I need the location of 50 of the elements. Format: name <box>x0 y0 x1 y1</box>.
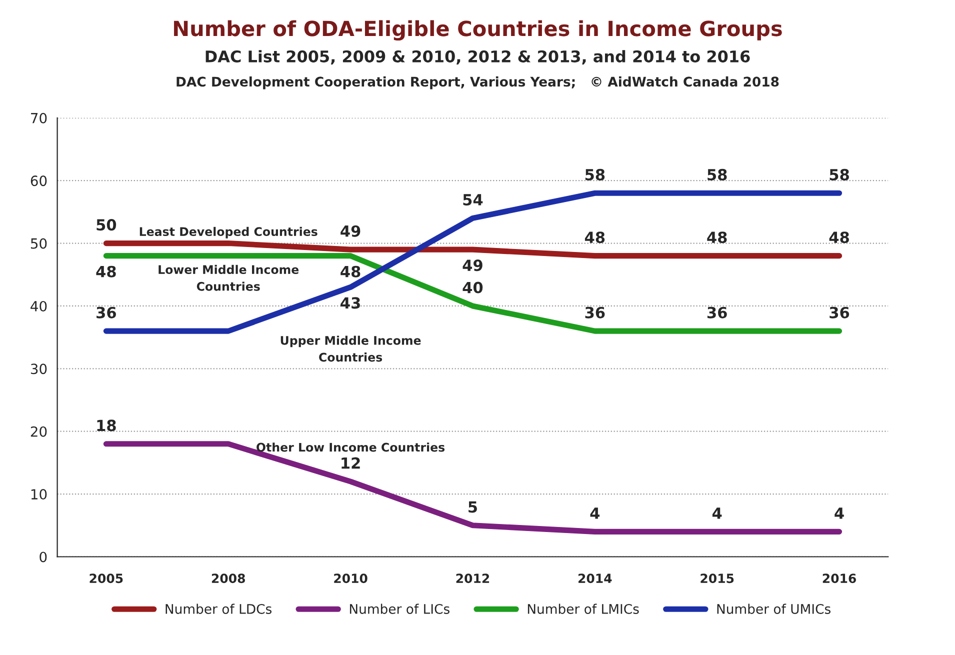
data-label: 48 <box>340 266 360 278</box>
x-tick-label: 2016 <box>822 574 856 584</box>
y-tick-label: 20 <box>30 426 47 437</box>
text: DAC Development Cooperation Report, Various Years; © AidWatch Canada 2018 <box>176 76 779 90</box>
data-label: 40 <box>462 282 483 294</box>
data-label: 58 <box>708 168 727 180</box>
x-tick-label: 2010 <box>334 574 368 584</box>
data-label: 49 <box>462 260 482 272</box>
data-label: 4 <box>834 508 844 519</box>
data-label: 36 <box>830 306 850 318</box>
data-label: 48 <box>707 232 727 244</box>
data-label: 58 <box>830 168 849 180</box>
x-tick-label: 2015 <box>700 574 734 584</box>
y-tick-label: 50 <box>30 238 47 249</box>
data-label: 58 <box>585 168 605 180</box>
legend-label: Number of UMICs <box>717 604 830 614</box>
legend-label: Number of LICs <box>350 604 450 614</box>
x-tick-label: 2012 <box>456 574 490 584</box>
data-label: 50 <box>96 219 116 231</box>
data-label: 4 <box>712 508 722 519</box>
annotation: Least Developed Countries <box>140 226 318 238</box>
legend-label: Number of LMICs <box>528 604 639 614</box>
y-tick-label: 70 <box>31 112 47 124</box>
data-label: 36 <box>585 306 605 318</box>
x-tick-label: 2008 <box>212 574 245 584</box>
x-tick-label: 2014 <box>578 574 612 584</box>
data-label: 36 <box>96 306 116 318</box>
annotation: Other Low Income Countries <box>256 442 445 452</box>
data-label: 49 <box>340 225 360 237</box>
y-tick-label: 10 <box>31 489 47 500</box>
data-label: 36 <box>707 306 727 318</box>
annotation: Lower Middle Income Countries <box>158 264 299 291</box>
y-tick-label: 0 <box>40 552 47 562</box>
legend-label: Number of LDCs <box>166 604 272 614</box>
data-label: 54 <box>463 194 483 206</box>
data-label: 48 <box>584 232 605 244</box>
chart-title: Number of ODA-Eligible Countries in Income Groups <box>174 20 782 41</box>
y-tick-label: 30 <box>30 364 47 374</box>
y-tick-label: 60 <box>30 176 47 186</box>
y-tick-label: 40 <box>30 300 47 312</box>
data-label: 12 <box>342 457 360 469</box>
data-label: 18 <box>97 420 116 432</box>
x-tick-label: 2005 <box>90 574 123 584</box>
data-label: 48 <box>829 232 849 244</box>
data-label: 5 <box>468 501 477 513</box>
data-label: 43 <box>340 297 360 309</box>
data-label: 48 <box>96 266 116 278</box>
chart-subtitle: DAC List 2005, 2009 & 2010, 2012 & 2013, and 2014 to 2016 <box>206 50 750 64</box>
annotation: Upper Middle Income Countries <box>280 336 421 362</box>
data-label: 4 <box>590 508 600 519</box>
